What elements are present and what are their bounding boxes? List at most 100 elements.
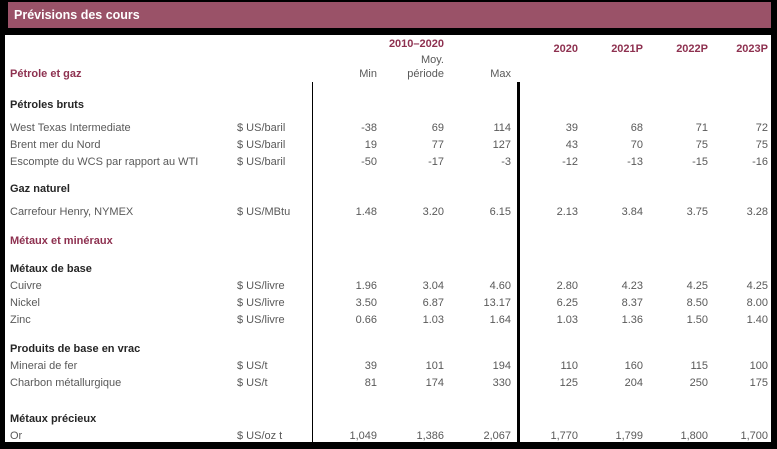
- cell-value: -50: [361, 156, 377, 168]
- cell-value: -15: [692, 156, 708, 168]
- cell-value: 72: [755, 122, 768, 134]
- cell-value: 1,799: [615, 430, 643, 442]
- cell-value: 1,800: [680, 430, 708, 442]
- cell-value: 6.15: [489, 206, 511, 218]
- cell-value: 115: [690, 360, 708, 372]
- cell-value: 4.25: [746, 280, 768, 292]
- section-header: Gaz naturel: [10, 183, 70, 195]
- table-group: Métaux de base Cuivre $ US/livre 1.96 3.04 4.…: [5, 261, 771, 329]
- cell-value: 100: [749, 360, 768, 372]
- table-row: Charbon métallurgique $ US/t 81 174 330 125 20…: [5, 375, 771, 392]
- cell-value: 68: [630, 122, 643, 134]
- cell-value: 175: [749, 377, 768, 389]
- column-header-2020: 2020: [553, 43, 578, 55]
- cell-value: 3.20: [422, 206, 444, 218]
- cell-value: 1,386: [416, 430, 444, 442]
- cell-value: 1,770: [550, 430, 578, 442]
- table-row: Escompte du WCS par rapport au WTI $ US/b…: [5, 154, 771, 171]
- cell-value: 1.03: [556, 314, 578, 326]
- column-header-min: Min: [359, 68, 377, 80]
- cell-value: 43: [565, 139, 578, 151]
- row-label: Minerai de fer: [10, 360, 78, 372]
- column-header-period: 2010–2020: [388, 38, 444, 50]
- section-header: Métaux précieux: [10, 413, 97, 425]
- cell-value: 6.25: [556, 297, 578, 309]
- title-bar: Prévisions des cours: [8, 2, 771, 28]
- cell-value: 110: [560, 360, 578, 372]
- row-label: Charbon métallurgique: [10, 377, 122, 389]
- row-unit: $ US/baril: [237, 122, 286, 134]
- cell-value: 125: [559, 377, 578, 389]
- row-label: Or: [10, 430, 23, 442]
- row-unit: $ US/t: [237, 377, 268, 389]
- cell-value: 1.48: [355, 206, 377, 218]
- cell-value: 101: [425, 360, 444, 372]
- row-label: Brent mer du Nord: [10, 139, 101, 151]
- table-group: Produits de base en vrac Minerai de fer $ …: [5, 341, 771, 392]
- units-column-divider: [312, 82, 313, 442]
- table-row: West Texas Intermediate $ US/baril -38 69 11…: [5, 120, 771, 137]
- section-header: Métaux de base: [10, 263, 92, 275]
- cell-value: 1.96: [355, 280, 377, 292]
- cell-value: -16: [752, 156, 768, 168]
- row-label: Cuivre: [10, 280, 42, 292]
- table-group: Pétroles bruts West Texas Intermediate $ U…: [5, 97, 771, 171]
- row-unit: $ US/MBtu: [237, 206, 291, 218]
- cell-value: 2.13: [556, 206, 578, 218]
- row-label: Nickel: [10, 297, 40, 309]
- table-group: Métaux précieux Or $ US/oz t 1,049 1,386 2,06…: [5, 411, 771, 445]
- cell-value: 114: [493, 122, 511, 134]
- row-unit: $ US/livre: [237, 314, 285, 326]
- page-title: Prévisions des cours: [14, 8, 140, 22]
- history-forecast-divider: [517, 82, 520, 442]
- row-label: Zinc: [10, 314, 31, 326]
- cell-value: 3.04: [422, 280, 444, 292]
- cell-value: 1.64: [489, 314, 511, 326]
- row-unit: $ US/baril: [237, 156, 286, 168]
- cell-value: 2.80: [556, 280, 578, 292]
- cell-value: 160: [624, 360, 643, 372]
- cell-value: 6.87: [422, 297, 444, 309]
- cell-value: 3.28: [746, 206, 768, 218]
- table-row: Carrefour Henry, NYMEX $ US/MBtu 1.48 3.20 6…: [5, 204, 771, 221]
- cell-value: 1,049: [349, 430, 377, 442]
- table-row: Or $ US/oz t 1,049 1,386 2,067 1,770 1,799 1,80…: [5, 428, 771, 445]
- cell-value: 1.36: [621, 314, 643, 326]
- cell-value: 71: [695, 122, 708, 134]
- cell-value: 330: [492, 377, 511, 389]
- cell-value: 3.75: [686, 206, 708, 218]
- cell-value: 81: [364, 377, 377, 389]
- column-header-moy: Moy.: [420, 54, 444, 66]
- cell-value: 2,067: [483, 430, 511, 442]
- cell-value: 8.50: [686, 297, 708, 309]
- cell-value: 127: [492, 139, 511, 151]
- cell-value: 250: [689, 377, 708, 389]
- cell-value: 8.00: [746, 297, 768, 309]
- table-body: Pétroles bruts West Texas Intermediate $ U…: [5, 97, 771, 445]
- cell-value: 39: [565, 122, 578, 134]
- cell-value: 1.03: [422, 314, 444, 326]
- table-group: Gaz naturel Carrefour Henry, NYMEX $ US/MB…: [5, 181, 771, 221]
- cell-value: 4.60: [489, 280, 511, 292]
- cell-value: 8.37: [621, 297, 643, 309]
- cell-value: 1,700: [740, 430, 768, 442]
- row-label: Carrefour Henry, NYMEX: [10, 206, 134, 218]
- cell-value: 4.23: [621, 280, 643, 292]
- row-unit: $ US/oz t: [237, 430, 283, 442]
- cell-value: 75: [695, 139, 708, 151]
- section-header: Métaux et minéraux: [10, 235, 113, 247]
- column-header-max: Max: [490, 68, 511, 80]
- cell-value: 4.25: [686, 280, 708, 292]
- cell-value: -17: [428, 156, 444, 168]
- section-header: Pétroles bruts: [10, 99, 84, 111]
- cell-value: 70: [630, 139, 643, 151]
- row-label: Escompte du WCS par rapport au WTI: [10, 156, 199, 168]
- cell-value: 75: [755, 139, 768, 151]
- cell-value: 1.50: [686, 314, 708, 326]
- section-header: Produits de base en vrac: [10, 343, 141, 355]
- table-row: Cuivre $ US/livre 1.96 3.04 4.60 2.80 4.23 4.25…: [5, 278, 771, 295]
- cell-value: 39: [364, 360, 377, 372]
- table-row: Zinc $ US/livre 0.66 1.03 1.64 1.03 1.36 1.50 1.…: [5, 312, 771, 329]
- cell-value: 1.40: [746, 314, 768, 326]
